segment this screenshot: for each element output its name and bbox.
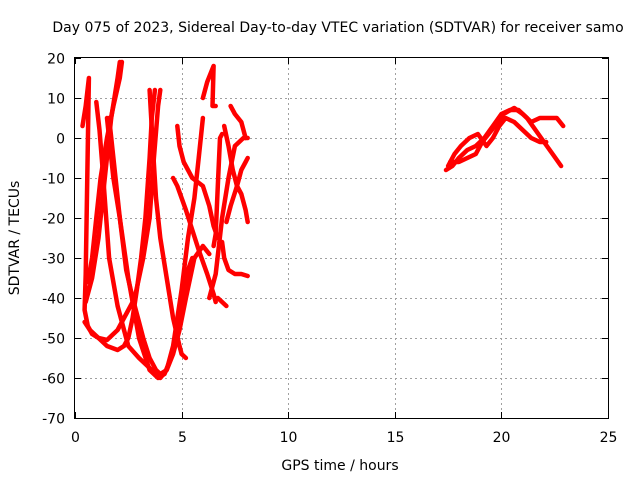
y-tick-label: -30 — [42, 252, 65, 268]
x-axis-label: GPS time / hours — [281, 458, 398, 474]
y-tick-label: -50 — [42, 332, 65, 348]
series-arc20 — [445, 115, 549, 169]
x-tick-label: 15 — [387, 430, 405, 446]
series-arc21 — [447, 105, 566, 165]
plot-frame — [74, 57, 609, 419]
y-tick-label: -20 — [42, 212, 65, 228]
series-arc18 — [215, 295, 229, 309]
x-tick-label: 10 — [280, 430, 298, 446]
x-tick-label: 0 — [71, 430, 80, 446]
series-arc8 — [147, 87, 189, 361]
chart-title: Day 075 of 2023, Sidereal Day-to-day VTE… — [52, 20, 623, 36]
x-tick-label: 5 — [178, 430, 187, 446]
y-tick-label: 0 — [56, 132, 65, 148]
y-tick-label: 10 — [47, 92, 65, 108]
series-arc5 — [83, 59, 123, 305]
y-tick-label: -40 — [42, 292, 65, 308]
series-arc3 — [82, 87, 158, 353]
y-axis-label: SDTVAR / TECUs — [7, 181, 23, 296]
y-tick-label: -70 — [42, 412, 65, 428]
axis-ticks: 0 5 10 15 20 25 -70 -60 -50 -40 -30 -20 -10 0 10 20 — [42, 52, 617, 447]
series-arc11 — [200, 63, 218, 109]
y-tick-label: -10 — [42, 172, 65, 188]
series-arc7 — [104, 115, 195, 381]
x-tick-label: 25 — [600, 430, 618, 446]
series-arc1 — [80, 75, 163, 343]
y-tick-label: -60 — [42, 372, 65, 388]
series-arc15 — [219, 239, 250, 279]
series-group — [80, 59, 566, 381]
series-arc16 — [228, 103, 248, 141]
series-arc12 — [211, 131, 225, 249]
x-tick-label: 20 — [493, 430, 511, 446]
series-arc17 — [224, 155, 250, 225]
series-arc9 — [175, 123, 221, 241]
y-tick-label: 20 — [47, 52, 65, 68]
series-arc10 — [170, 175, 218, 305]
